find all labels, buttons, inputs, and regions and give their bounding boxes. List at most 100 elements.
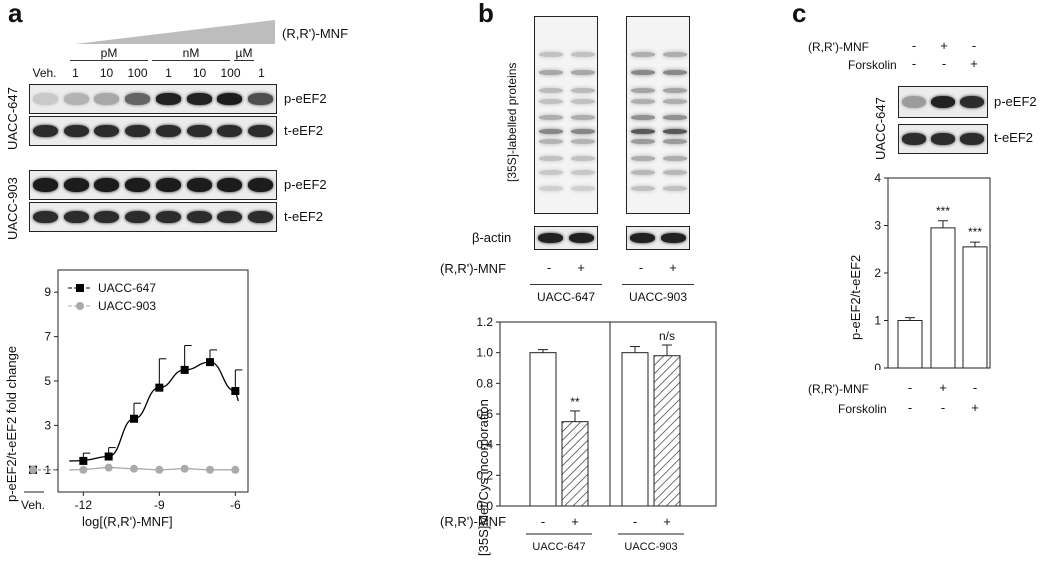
gel-band [571,185,595,191]
y-axis-label-b: [35S]Met/Cys incorporation [476,399,491,556]
blot-band [960,133,985,145]
cell-line-label: UACC-647 [873,97,888,160]
significance-label: *** [936,204,950,218]
sign: - [638,260,644,275]
significance-label: *** [968,225,982,239]
gel-band [571,169,595,175]
gel-band [631,52,655,58]
y-tick-label: 1.0 [476,346,493,360]
blot-903-p-eef2 [29,170,277,200]
gel-band [663,156,687,162]
gel-band [571,138,595,144]
incorporation-bar-chart: 0.0 0.2 0.4 0.6 0.8 1.0 1.2 - ** + - n/s + (R,R')-MNF… [440,316,717,553]
y-tick-label: 2 [874,266,881,280]
treatment-label-b: (R,R')-MNF [440,261,507,276]
concentration-wedge [75,20,275,44]
blot-band [125,210,151,224]
significance-label: ** [570,395,580,409]
gel-band [571,87,595,93]
blot-band [155,124,181,138]
lane-label: 1 [165,66,172,80]
blot-band [248,178,274,192]
gel-band [539,87,563,93]
bar [962,246,988,369]
blot-band [32,124,58,138]
sign: - [972,380,978,395]
data-point [155,383,164,392]
significance-label: n/s [659,329,675,343]
blot-band [901,96,926,108]
gel-band [663,128,687,134]
data-point [79,465,88,474]
blot-label: p-eEF2 [284,177,327,192]
legend-label: UACC-647 [98,281,156,295]
y-tick-label: 0.0 [476,499,493,513]
sign: - [940,400,946,415]
gel-uacc-647 [534,16,598,214]
gel-uacc-903 [626,16,690,214]
gel-band [663,69,687,75]
gel-band [663,138,687,144]
blot-band [217,93,243,105]
gel-band [571,115,595,120]
blot-label: t-eEF2 [994,130,1034,145]
lane-label: 100 [127,66,148,80]
data-point [231,465,240,474]
gel-band [631,115,655,120]
blot-band [94,178,120,192]
blot-band [537,233,564,243]
y-tick-label: 1 [874,314,881,328]
bar [621,352,649,507]
beta-actin-blot-647 [534,226,598,250]
gel-band [539,128,563,134]
row-label: (R,R')-MNF [808,382,869,396]
panel-label-a: a [8,0,23,28]
y-tick-label: 0.8 [476,376,493,390]
blot-band [94,124,120,138]
gel-band [631,169,655,175]
blot-647-p-eef2 [29,84,277,114]
y-tick-label: 9 [44,285,51,299]
cell-line-label: UACC-647 [536,290,596,304]
blot-band [217,124,243,138]
gel-band [539,156,563,162]
blot-band [248,93,274,105]
sign: + [669,260,677,275]
group-label: UACC-647 [532,541,585,553]
blot-band [63,210,89,224]
panel-label-c: c [792,0,807,28]
x-axis-label-a: log[(R,R')-MNF] [82,514,173,529]
unit-group-nm: nM [152,46,230,61]
blot-647-t-eef2 [29,116,277,146]
blot-band [186,210,212,224]
blot-band [63,124,89,138]
sign: + [577,260,585,275]
blot-band [660,233,687,243]
lane-label: Veh. [32,66,57,80]
x-tick-label: Veh. [21,498,45,512]
data-point [29,465,37,474]
blot-band [94,93,120,105]
gel-label: [35S]-labelled proteins [505,62,519,182]
blot-band [629,233,656,243]
bar [529,352,557,507]
blot-903-t-eef2 [29,202,277,232]
lane-label: 10 [99,66,114,80]
unit-group-um: µM [234,46,254,61]
lane-label: 100 [220,66,241,80]
cell-line-label: UACC-903 [628,290,688,304]
gel-band [631,185,655,191]
blot-band [32,93,58,105]
blot-band [248,210,274,224]
bar [561,421,589,507]
gel-band [663,52,687,58]
x-tick-label: -6 [230,498,241,512]
y-tick-label: 1 [44,463,51,477]
blot-band [217,178,243,192]
blot-band [94,210,120,224]
y-tick-label: 3 [874,219,881,233]
y-axis-label-c: p-eEF2/t-eEF2 [848,254,863,340]
lane-label: 1 [72,66,79,80]
sign: + [971,400,979,415]
y-tick-label: 0 [874,361,881,370]
